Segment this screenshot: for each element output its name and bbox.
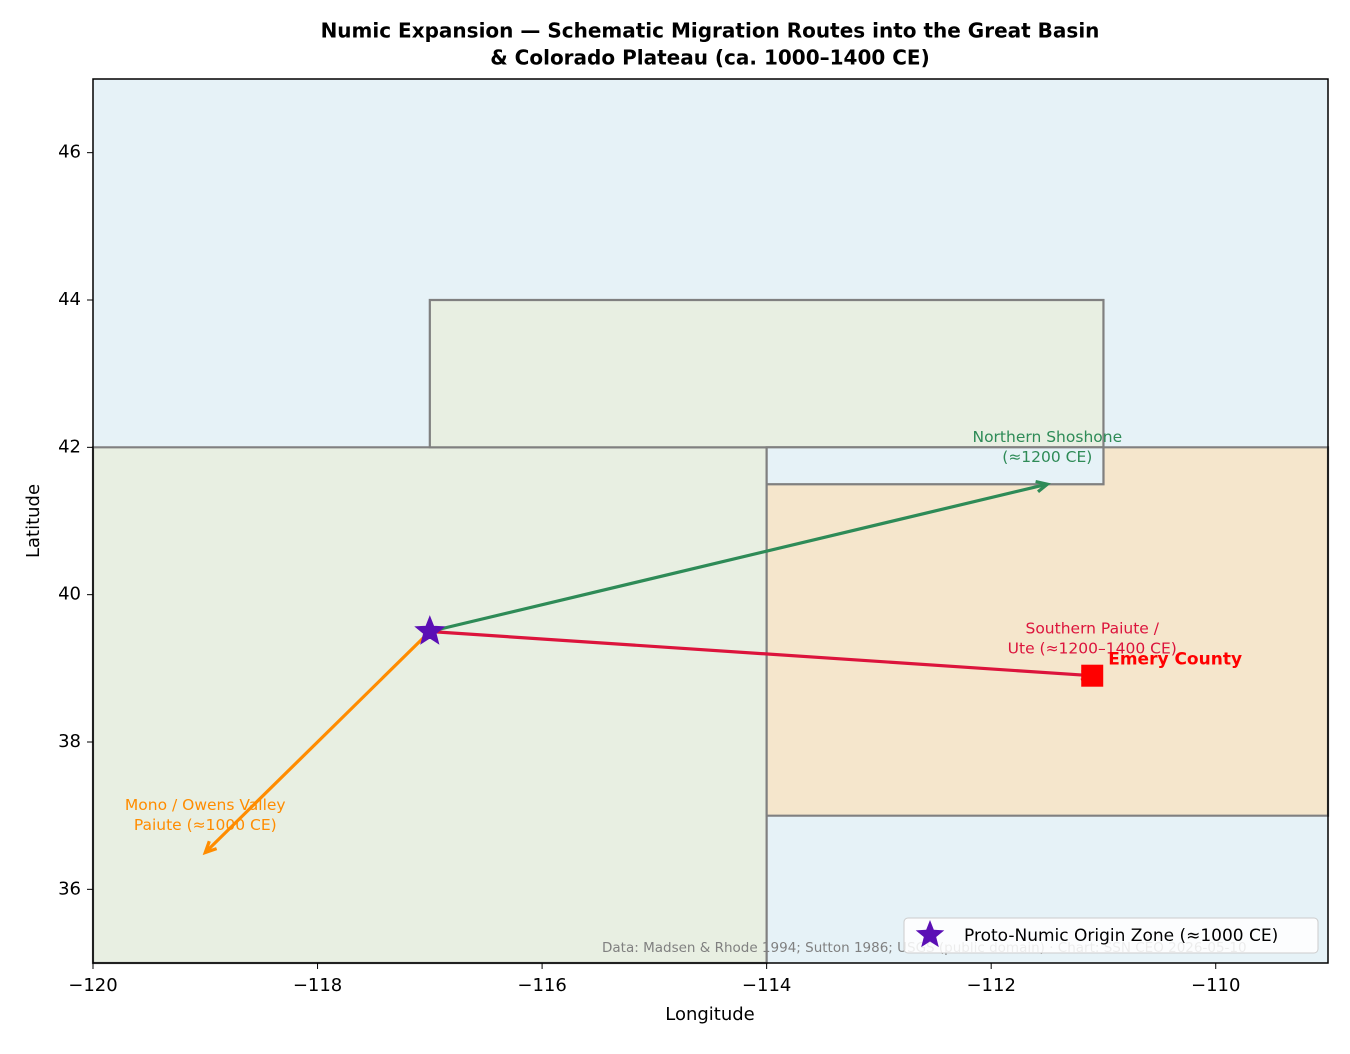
- route-label: Mono / Owens Valley: [125, 796, 286, 814]
- route-arrow: [429, 629, 1093, 678]
- origin-marker: [414, 615, 446, 645]
- x-tick-label: −120: [68, 975, 117, 996]
- y-tick-label: 46: [58, 142, 81, 163]
- route-label: Ute (≈1200–1400 CE): [1008, 639, 1177, 657]
- y-tick-label: 42: [58, 436, 81, 457]
- x-tick-label: −112: [966, 975, 1015, 996]
- arrow-head: [202, 840, 218, 856]
- x-tick-label: −110: [1191, 975, 1240, 996]
- chart-title: & Colorado Plateau (ca. 1000–1400 CE): [490, 46, 929, 70]
- y-tick-label: 36: [58, 878, 81, 899]
- y-tick-label: 40: [58, 584, 81, 605]
- chart-title: Numic Expansion — Schematic Migration Ro…: [321, 19, 1100, 43]
- legend: Proto-Numic Origin Zone (≈1000 CE): [903, 917, 1319, 954]
- y-axis-label: Latitude: [23, 484, 44, 558]
- route-label: Southern Paiute /: [1025, 619, 1159, 637]
- legend-box: [903, 917, 1319, 954]
- plot-frame: [92, 78, 1329, 964]
- arrow-head: [1035, 480, 1051, 493]
- x-tick-label: −116: [517, 975, 566, 996]
- y-tick-label: 38: [58, 731, 81, 752]
- region: [428, 298, 1105, 449]
- route-arrow: [429, 482, 1048, 634]
- x-tick-label: −118: [293, 975, 342, 996]
- region: [91, 446, 768, 965]
- route-label: (≈1200 CE): [1002, 448, 1092, 466]
- highlight-marker: [1081, 664, 1104, 687]
- y-tick-label: 44: [58, 289, 81, 310]
- route-arrow: [204, 630, 431, 854]
- legend-marker: [915, 920, 945, 948]
- region: [765, 446, 1105, 486]
- highlight-label: Emery County: [1108, 650, 1242, 670]
- route-label: Northern Shoshone: [972, 428, 1122, 446]
- x-tick-label: −114: [742, 975, 791, 996]
- route-label: Paiute (≈1000 CE): [134, 816, 277, 834]
- x-axis-label: Longitude: [665, 1004, 755, 1025]
- legend-label: Proto-Numic Origin Zone (≈1000 CE): [964, 926, 1278, 946]
